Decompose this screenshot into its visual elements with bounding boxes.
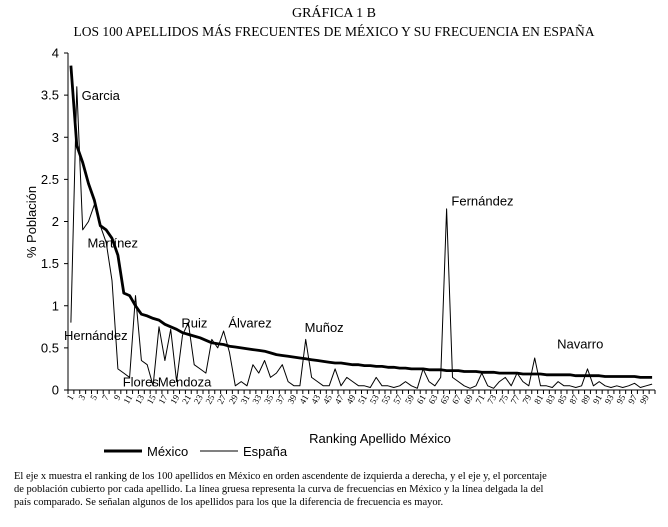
- x-tick-label: 43: [309, 393, 322, 406]
- x-tick-label: 5: [88, 393, 99, 402]
- x-tick-label: 73: [485, 393, 498, 406]
- x-tick-label: 13: [133, 393, 146, 406]
- annotation-label: Muñoz: [305, 320, 344, 335]
- x-tick-label: 39: [286, 393, 299, 406]
- x-tick-label: 79: [520, 393, 533, 406]
- y-tick-label: 3.5: [41, 88, 59, 103]
- x-tick-label: 45: [321, 393, 334, 406]
- annotation-label: Martínez: [87, 236, 138, 251]
- x-tick-label: 87: [567, 393, 580, 406]
- y-axis-label: % Población: [24, 186, 39, 258]
- x-tick-label: 47: [333, 393, 346, 406]
- x-tick-label: 35: [262, 393, 275, 406]
- x-tick-label: 95: [614, 393, 627, 406]
- x-tick-label: 29: [227, 393, 240, 406]
- x-tick-label: 65: [438, 393, 451, 406]
- y-tick-label: 2.5: [41, 172, 59, 187]
- y-tick-label: 4: [52, 46, 59, 61]
- y-tick-label: 2: [52, 214, 59, 229]
- x-tick-label: 63: [426, 393, 439, 406]
- x-tick-label: 37: [274, 393, 287, 406]
- x-tick-label: 91: [591, 393, 604, 406]
- annotations: Garcia Martínez Hernández Flores Mendoza Ruiz…: [64, 88, 603, 389]
- annotation-label: Ruiz: [181, 316, 207, 331]
- x-tick-label: 57: [391, 393, 404, 406]
- x-tick-label: 55: [379, 393, 392, 406]
- x-tick-label: 17: [156, 393, 169, 406]
- annotation-label: Mendoza: [158, 375, 212, 390]
- annotation-label: Fernández: [451, 193, 513, 208]
- annotation-label: Flores: [123, 375, 160, 390]
- x-axis-label: Ranking Apellido México: [309, 431, 451, 446]
- x-tick-label: 81: [532, 393, 545, 406]
- x-tick-label: 99: [638, 393, 651, 406]
- x-tick-label: 61: [415, 393, 428, 406]
- annotation-label: Garcia: [82, 88, 121, 103]
- y-tick-label: 3: [52, 130, 59, 145]
- x-tick-label: 21: [180, 393, 193, 406]
- x-tick-label: 7: [100, 393, 111, 402]
- x-tick-label: 31: [239, 393, 252, 406]
- x-tick-label: 11: [121, 393, 134, 406]
- x-tick-label: 23: [192, 393, 205, 406]
- chart-number-title: GRÁFICA 1 B: [291, 6, 377, 21]
- x-tick-label: 77: [509, 393, 522, 406]
- x-tick-label: 9: [112, 393, 123, 402]
- x-tick-label: 83: [544, 393, 557, 406]
- x-tick-label: 25: [203, 393, 216, 406]
- x-tick-label: 27: [215, 393, 228, 406]
- x-tick-label: 85: [556, 393, 569, 406]
- x-tick-label: 53: [368, 393, 381, 406]
- chart-title: LOS 100 APELLIDOS MÁS FRECUENTES DE MÉXI…: [73, 24, 595, 39]
- x-tick-label: 97: [626, 393, 639, 406]
- annotation-label: Álvarez: [228, 316, 271, 331]
- x-tick-label: 71: [473, 393, 486, 406]
- series-line-mexico: [69, 65, 653, 379]
- annotation-label: Navarro: [557, 337, 603, 352]
- y-tick-label: 1: [52, 298, 59, 313]
- x-tick-label: 59: [403, 393, 416, 406]
- legend-label-espana: España: [243, 444, 288, 459]
- y-axis-ticks: 0 0.5 1 1.5 2 2.5 3 3.5 4: [41, 46, 68, 398]
- x-tick-label: 67: [450, 393, 463, 406]
- x-tick-label: 33: [250, 393, 263, 406]
- x-tick-label: 89: [579, 393, 592, 406]
- chart-caption: El eje x muestra el ranking de los 100 a…: [14, 470, 659, 509]
- caption-line-2: de población cubierto por cada apellido.…: [14, 484, 544, 495]
- x-tick-label: 1: [65, 393, 76, 402]
- x-tick-label: 51: [356, 393, 369, 406]
- legend-label-mexico: México: [147, 444, 188, 459]
- x-tick-label: 19: [168, 393, 181, 406]
- caption-line-3: país comparado. Se señalan algunos de lo…: [14, 497, 444, 508]
- annotation-label: Hernández: [64, 328, 128, 343]
- y-tick-label: 0.5: [41, 340, 59, 355]
- x-tick-label: 41: [297, 393, 310, 406]
- x-axis-ticks: 1 3 5 7 911131517192123252729313335373941434…: [65, 390, 656, 406]
- caption-line-1: El eje x muestra el ranking de los 100 a…: [14, 471, 547, 482]
- x-tick-label: 49: [344, 393, 357, 406]
- legend: México España: [104, 444, 288, 459]
- x-tick-label: 3: [76, 393, 87, 402]
- x-tick-label: 15: [145, 393, 158, 406]
- y-tick-label: 0: [52, 383, 59, 398]
- x-tick-label: 93: [603, 393, 616, 406]
- y-tick-label: 1.5: [41, 256, 59, 271]
- x-tick-label: 69: [462, 393, 475, 406]
- series-line-espana: [70, 86, 653, 389]
- x-tick-label: 75: [497, 393, 510, 406]
- series-lines: [69, 65, 653, 389]
